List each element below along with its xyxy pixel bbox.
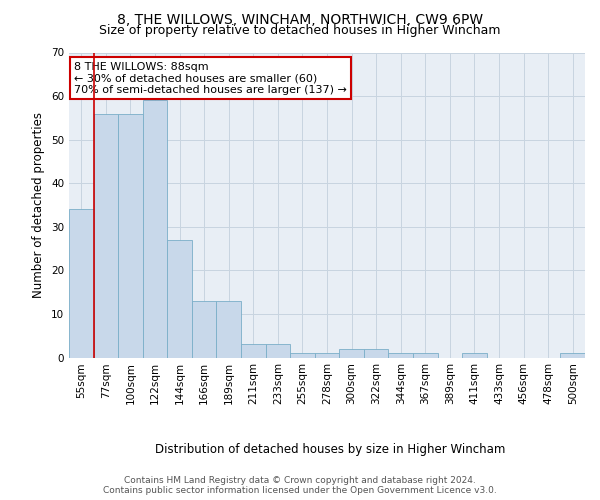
Text: Contains HM Land Registry data © Crown copyright and database right 2024.
Contai: Contains HM Land Registry data © Crown c… xyxy=(103,476,497,495)
Bar xyxy=(192,301,217,358)
Bar xyxy=(315,353,339,358)
Bar xyxy=(560,353,585,358)
Text: 8, THE WILLOWS, WINCHAM, NORTHWICH, CW9 6PW: 8, THE WILLOWS, WINCHAM, NORTHWICH, CW9 … xyxy=(117,12,483,26)
Y-axis label: Number of detached properties: Number of detached properties xyxy=(32,112,46,298)
Bar xyxy=(413,353,437,358)
Bar xyxy=(290,353,315,358)
Bar xyxy=(143,100,167,358)
Bar xyxy=(217,301,241,358)
Bar xyxy=(462,353,487,358)
Text: Size of property relative to detached houses in Higher Wincham: Size of property relative to detached ho… xyxy=(99,24,501,37)
Bar xyxy=(364,349,388,358)
Bar xyxy=(241,344,266,358)
Bar xyxy=(266,344,290,358)
Text: Distribution of detached houses by size in Higher Wincham: Distribution of detached houses by size … xyxy=(155,442,505,456)
Bar xyxy=(94,114,118,358)
Bar xyxy=(69,210,94,358)
Bar xyxy=(388,353,413,358)
Bar xyxy=(118,114,143,358)
Text: 8 THE WILLOWS: 88sqm
← 30% of detached houses are smaller (60)
70% of semi-detac: 8 THE WILLOWS: 88sqm ← 30% of detached h… xyxy=(74,62,347,95)
Bar xyxy=(339,349,364,358)
Bar xyxy=(167,240,192,358)
